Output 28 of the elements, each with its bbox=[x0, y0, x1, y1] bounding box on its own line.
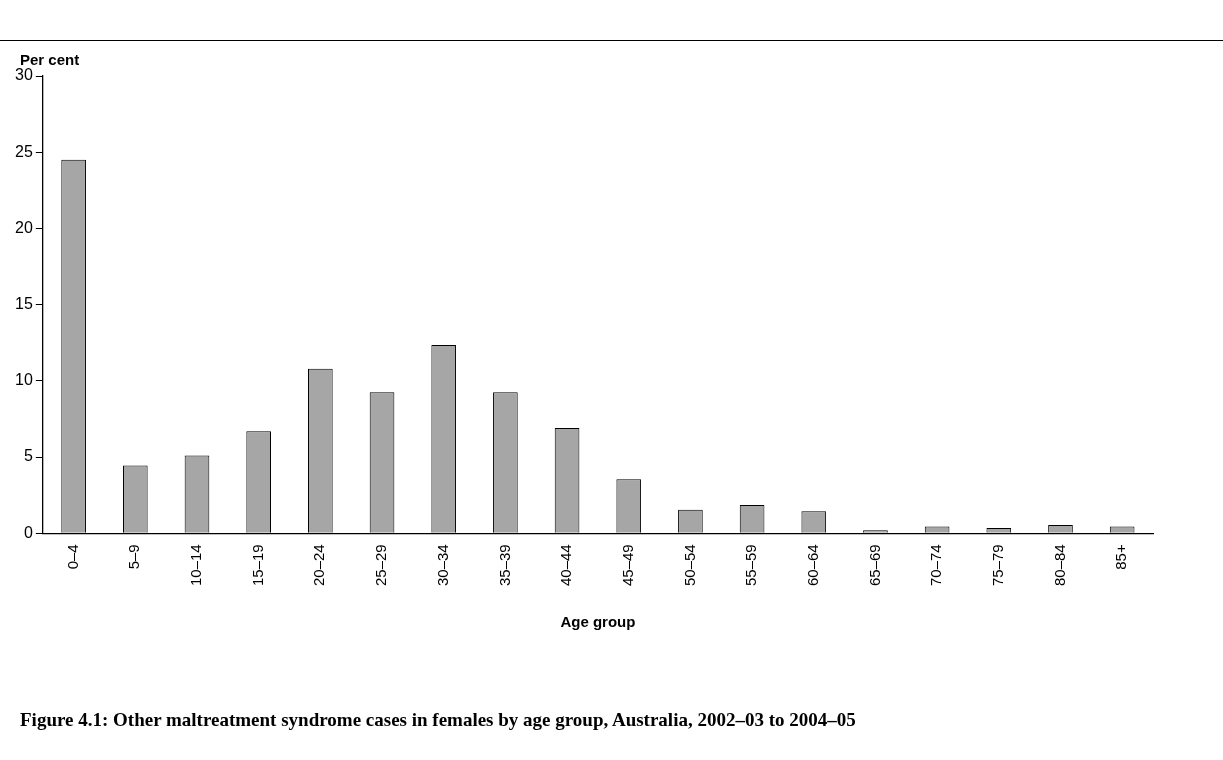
y-axis-title: Per cent bbox=[20, 50, 80, 68]
x-tick-label: 80–84 bbox=[1050, 544, 1068, 587]
x-tick-label: 30–34 bbox=[433, 544, 451, 587]
y-tick-label: 25 bbox=[15, 142, 33, 160]
x-tick-label: 45–49 bbox=[618, 544, 636, 587]
y-tick-label: 0 bbox=[23, 523, 33, 541]
x-tick-label: 25–29 bbox=[372, 544, 390, 587]
x-tick-label: 70–74 bbox=[927, 544, 945, 587]
x-tick-label: 55–59 bbox=[742, 544, 760, 587]
x-tick-label: 65–69 bbox=[865, 544, 883, 587]
x-tick-label: 20–24 bbox=[310, 544, 328, 587]
x-tick-label: 85+ bbox=[1112, 544, 1130, 570]
x-tick-label: 60–64 bbox=[803, 544, 821, 587]
y-tick-label: 5 bbox=[23, 447, 33, 465]
x-tick-label: 75–79 bbox=[988, 544, 1006, 587]
x-tick-label: 0–4 bbox=[63, 544, 81, 570]
text: Figure 4.1: Other maltreatment syndrome cases in females by age group, Australia, 2002–03 to 2004–05 bbox=[20, 708, 857, 731]
y-tick-label: 20 bbox=[15, 218, 33, 236]
y-tick-label: 10 bbox=[15, 371, 33, 389]
x-tick-label: 15–19 bbox=[248, 544, 266, 587]
y-tick-label: 30 bbox=[15, 66, 33, 84]
x-tick-label: 10–14 bbox=[187, 544, 205, 587]
x-tick-label: 35–39 bbox=[495, 544, 513, 587]
x-tick-label: 50–54 bbox=[680, 544, 698, 587]
x-tick-label: 5–9 bbox=[125, 544, 143, 570]
x-tick-label: 40–44 bbox=[557, 544, 575, 587]
y-tick-label: 15 bbox=[15, 295, 33, 313]
x-axis-title: Age group bbox=[560, 613, 636, 631]
